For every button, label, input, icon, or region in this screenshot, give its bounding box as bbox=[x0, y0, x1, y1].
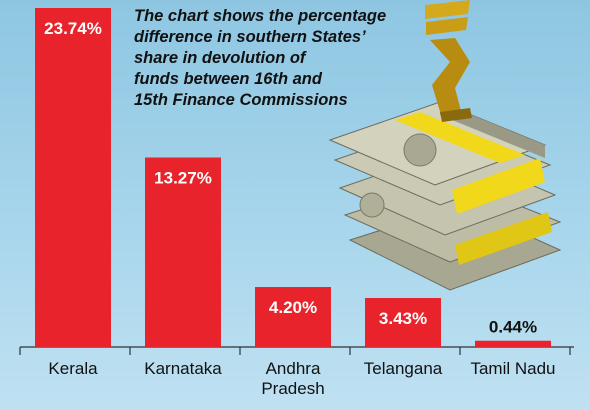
note-line: The chart shows the percentage bbox=[134, 7, 387, 25]
rupee-symbol-icon bbox=[425, 0, 472, 122]
note-line: difference in southern States’ bbox=[134, 28, 366, 46]
category-label: Karnataka bbox=[144, 359, 222, 378]
bar bbox=[255, 287, 331, 347]
bar bbox=[365, 298, 441, 347]
bars bbox=[35, 8, 551, 347]
value-label: 13.27% bbox=[154, 169, 212, 188]
bar bbox=[475, 340, 551, 347]
bar bbox=[145, 157, 221, 347]
note-line: share in devolution of bbox=[134, 49, 306, 67]
value-labels: 23.74% 13.27% 4.20% 3.43% 0.44% bbox=[44, 19, 537, 337]
value-label: 3.43% bbox=[379, 309, 427, 328]
chart-note: The chart shows the percentage differenc… bbox=[134, 6, 404, 111]
note-line: funds between 16th and bbox=[134, 70, 322, 88]
value-label: 4.20% bbox=[269, 298, 317, 317]
category-label: Telangana bbox=[364, 359, 443, 378]
category-label: Pradesh bbox=[261, 379, 324, 398]
note-line: 15th Finance Commissions bbox=[134, 91, 348, 109]
currency-bundle-stack bbox=[328, 101, 562, 291]
money-illustration bbox=[328, 0, 562, 291]
value-label: 23.74% bbox=[44, 19, 102, 38]
category-label: Kerala bbox=[48, 359, 98, 378]
category-label: Andhra bbox=[266, 359, 321, 378]
x-axis-ticks bbox=[19, 347, 571, 355]
bar bbox=[35, 8, 111, 347]
category-label: Tamil Nadu bbox=[470, 359, 555, 378]
value-label: 0.44% bbox=[489, 318, 537, 337]
